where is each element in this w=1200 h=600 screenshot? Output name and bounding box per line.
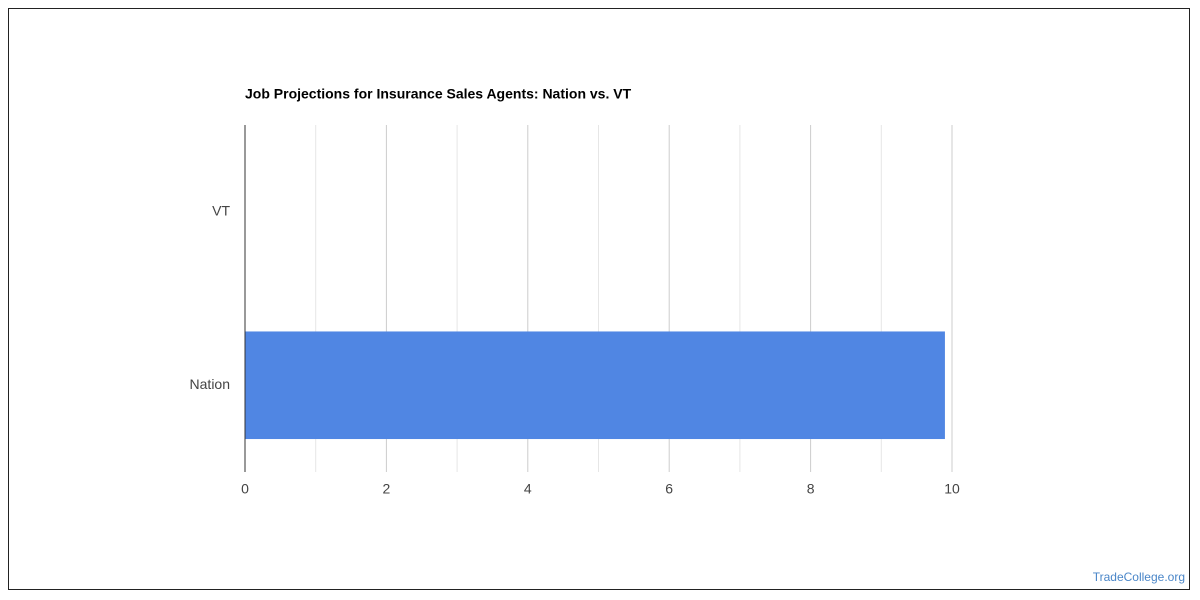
x-tick-label: 8: [807, 481, 815, 497]
y-tick-label: VT: [212, 202, 230, 218]
x-tick-label: 4: [524, 481, 532, 497]
x-tick-label: 6: [665, 481, 673, 497]
credit: TradeCollege.org: [1093, 570, 1185, 584]
x-tick-label: 10: [944, 481, 960, 497]
x-tick-label: 0: [241, 481, 249, 497]
chart-title: Job Projections for Insurance Sales Agen…: [245, 86, 632, 102]
x-tick-label: 2: [383, 481, 391, 497]
bar: [245, 331, 945, 440]
y-tick-label: Nation: [190, 376, 230, 392]
